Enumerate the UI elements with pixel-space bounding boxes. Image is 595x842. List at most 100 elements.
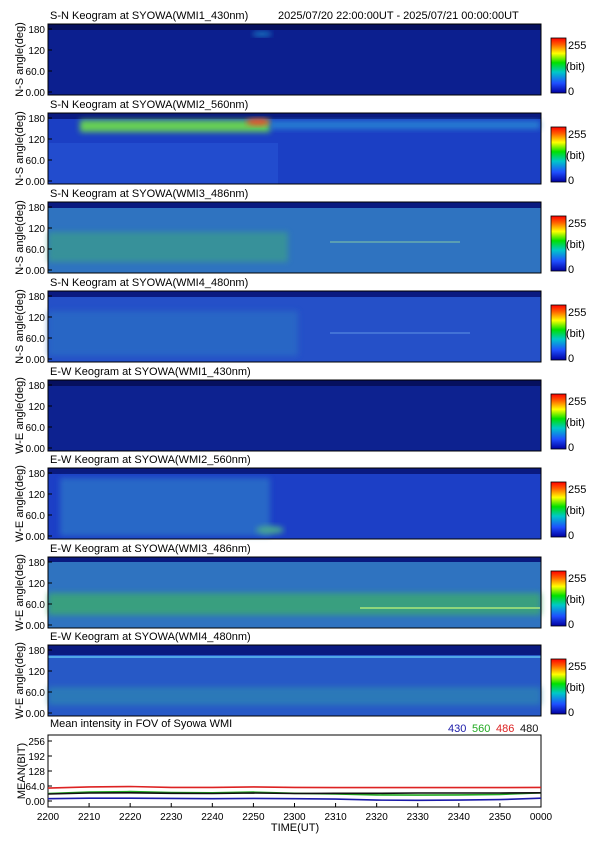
colorbar: 255 (bit) 0 <box>550 304 586 365</box>
series-line-486 <box>47 785 542 789</box>
panel-title: S-N Keogram at SYOWA(WMI1_430nm) <box>50 10 248 22</box>
keogram-axes-4: 180 120 60.0 0.00N-S angle(deg) <box>14 289 52 366</box>
y-tick-label: 60.0 <box>26 156 46 167</box>
colorbar-unit-label: (bit) <box>566 328 585 340</box>
keogram-emission <box>252 32 272 36</box>
legend: 430 560 486 480 <box>448 723 538 735</box>
keogram-emission <box>256 526 284 534</box>
y-tick-label: 0.00 <box>26 177 46 188</box>
line-plot-y-tick-label: 0.00 <box>26 797 46 808</box>
line-plot-x-tick-label: 2220 <box>119 812 142 823</box>
keogram-axes-8: 180 120 60.0 0.00W-E angle(deg) <box>14 642 52 720</box>
line-plot-y-tick-label: 128 <box>28 767 45 778</box>
colorbar-max-label: 255 <box>568 396 586 408</box>
colorbar: 255 (bit) 0 <box>550 393 586 454</box>
keogram-axes-1: 180 120 60.0 0.00N-S angle(deg) <box>14 22 52 99</box>
keogram-band <box>48 143 278 184</box>
keogram-image <box>48 557 541 628</box>
colorbar-min-label: 0 <box>568 442 574 454</box>
y-axis-label: W-E angle(deg) <box>14 465 26 542</box>
x-axis-label: TIME(UT) <box>271 822 319 834</box>
keogram-frame <box>47 556 542 629</box>
plot-area <box>47 734 542 808</box>
line-plot-x-tick-label: 2240 <box>201 812 224 823</box>
y-tick-label: 0.00 <box>26 532 46 543</box>
line-plot-x-tick-label: 2330 <box>407 812 430 823</box>
keogram-panel-1: S-N Keogram at SYOWA(WMI1_430nm) <box>47 10 542 96</box>
y-tick-label: 180 <box>28 381 45 392</box>
keogram-frame <box>47 290 542 363</box>
colorbar-unit-label: (bit) <box>566 594 585 606</box>
line-plot-title: Mean intensity in FOV of Syowa WMI <box>50 718 232 730</box>
keogram-emission <box>246 119 270 125</box>
y-tick-label: 180 <box>28 114 45 125</box>
keogram-band <box>48 232 288 262</box>
series-line-480 <box>47 791 542 795</box>
y-tick-label: 0.00 <box>26 266 46 277</box>
colorbar-max-label: 255 <box>568 218 586 230</box>
y-tick-label: 0.00 <box>26 355 46 366</box>
y-tick-label: 120 <box>28 135 45 146</box>
y-tick-label: 180 <box>28 646 45 657</box>
y-tick-label: 60.0 <box>26 423 46 434</box>
colorbar-min-label: 0 <box>568 619 574 631</box>
legend-486: 486 <box>496 723 514 735</box>
series-line-430 <box>47 797 542 802</box>
keogram-band <box>60 478 270 536</box>
keogram-frame <box>47 112 542 185</box>
y-tick-label: 0.00 <box>26 621 46 632</box>
keogram-axes-2: 180 120 60.0 0.00N-S angle(deg) <box>14 111 52 188</box>
keogram-image <box>48 24 541 95</box>
y-tick-label: 180 <box>28 558 45 569</box>
keogram-top-band <box>48 291 541 297</box>
keogram-top-band <box>48 380 541 386</box>
y-tick-label: 60.0 <box>26 688 46 699</box>
keogram-arc <box>270 121 540 129</box>
legend-480: 480 <box>520 723 538 735</box>
colorbar-max-label: 255 <box>568 129 586 141</box>
colorbar-min-label: 0 <box>568 175 574 187</box>
panel-title: E-W Keogram at SYOWA(WMI4_480nm) <box>50 631 251 643</box>
colorbar-unit-label: (bit) <box>566 239 585 251</box>
keogram-frame <box>47 23 542 96</box>
line-plot-x-tick-label: 2200 <box>37 812 60 823</box>
colorbar-max-label: 255 <box>568 484 586 496</box>
y-tick-label: 60.0 <box>26 334 46 345</box>
legend-430: 430 <box>448 723 466 735</box>
keogram-top-band <box>48 24 541 30</box>
panel-title: S-N Keogram at SYOWA(WMI2_560nm) <box>50 99 248 111</box>
colorbar: 255 (bit) 0 <box>550 570 586 631</box>
y-tick-label: 180 <box>28 469 45 480</box>
keogram-frame <box>47 201 542 274</box>
colorbar-max-label: 255 <box>568 40 586 52</box>
series-layer <box>47 785 542 802</box>
y-tick-label: 0.00 <box>26 709 46 720</box>
line-plot-x-tick-label: 2350 <box>489 812 512 823</box>
mean-intensity-plot: Mean intensity in FOV of Syowa WMI 430 5… <box>16 718 553 834</box>
line-plot-x-tick-label: 2320 <box>366 812 389 823</box>
keogram-axes-5: 180 120 60.0 0.00W-E angle(deg) <box>14 377 52 455</box>
y-tick-label: 60.0 <box>26 511 46 522</box>
colorbar: 255 (bit) 0 <box>550 126 586 187</box>
colorbar: 255 (bit) 0 <box>550 215 586 276</box>
colorbar-gradient <box>550 37 567 94</box>
colorbar: 255 (bit) 0 <box>550 37 586 98</box>
line-plot-y-tick-label: 64.0 <box>26 782 46 793</box>
keogram-band <box>48 593 541 615</box>
line-plot-x-tick-label: 2310 <box>324 812 347 823</box>
y-tick-label: 180 <box>28 203 45 214</box>
keogram-panel-3: S-N Keogram at SYOWA(WMI3_486nm) <box>47 188 542 274</box>
keogram-top-band <box>48 645 541 655</box>
colorbar-gradient <box>550 126 567 183</box>
line-plot-x-tick-label: 2210 <box>78 812 101 823</box>
axes-layer: 256 192 128 64.0 0.00 2200 2210 2220 2230 2240 225… <box>26 737 553 823</box>
keogram-panel-6: E-W Keogram at SYOWA(WMI2_560nm) <box>47 454 542 540</box>
colorbar-unit-label: (bit) <box>566 61 585 73</box>
panel-title: S-N Keogram at SYOWA(WMI3_486nm) <box>50 188 248 200</box>
keogram-image <box>48 380 541 451</box>
line-plot-x-tick-label: 2300 <box>283 812 306 823</box>
legend-560: 560 <box>472 723 490 735</box>
line-plot-x-tick-label: 2250 <box>242 812 265 823</box>
y-tick-label: 120 <box>28 579 45 590</box>
colorbar-unit-label: (bit) <box>566 150 585 162</box>
